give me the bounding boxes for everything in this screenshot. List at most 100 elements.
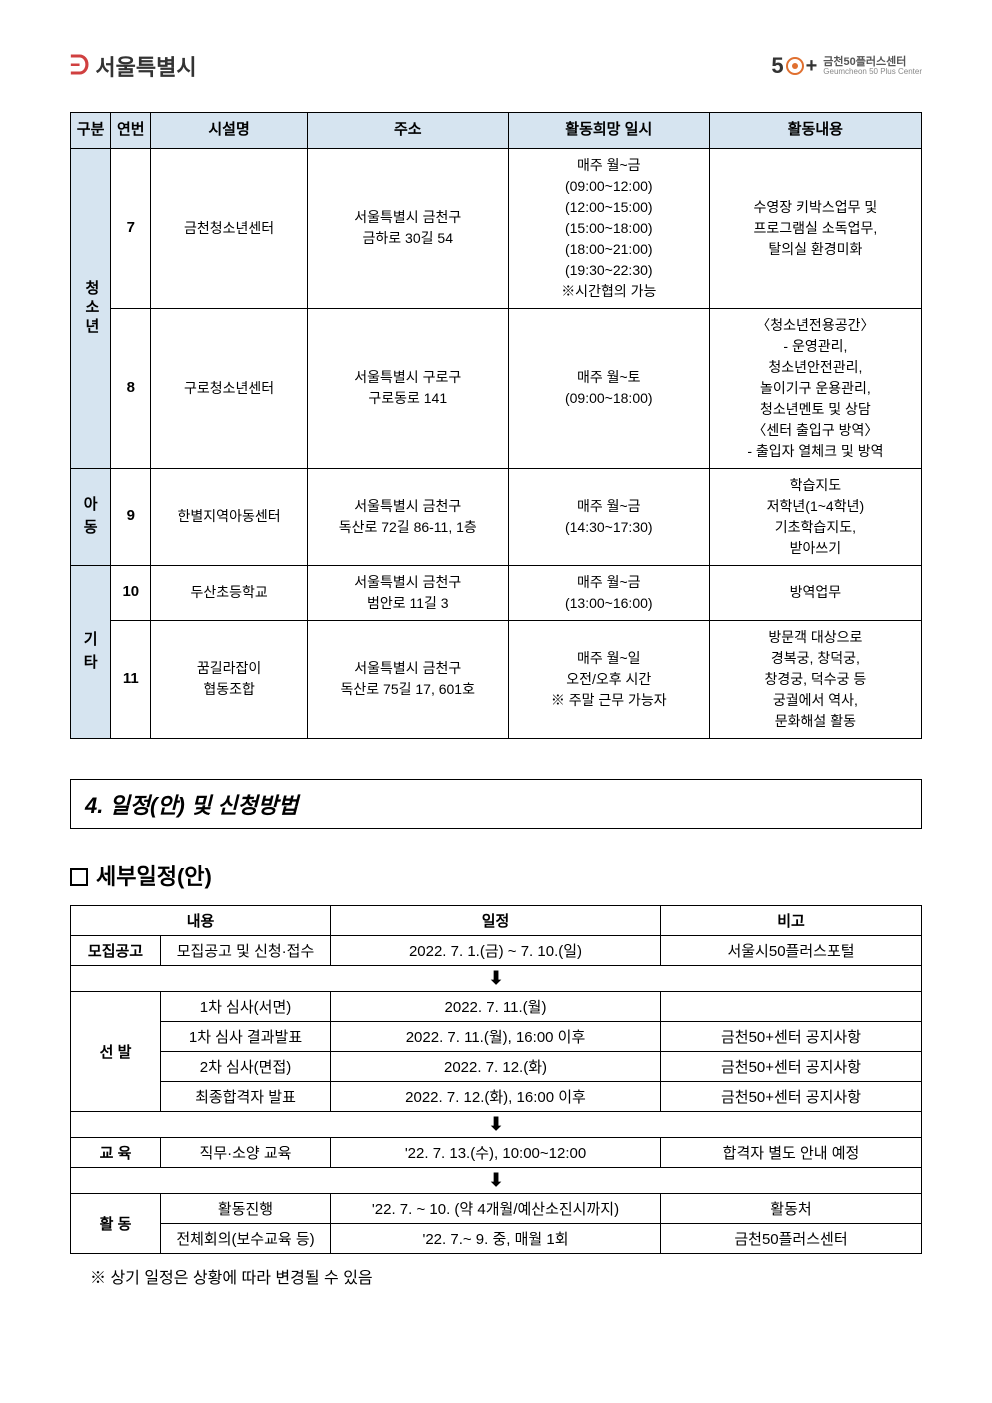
- sched-note-cell: 금천50+센터 공지사항: [661, 1081, 922, 1111]
- arrow-row: ⬇: [71, 965, 922, 991]
- num-cell: 11: [111, 620, 151, 738]
- desc-cell: 방역업무: [709, 565, 921, 620]
- sched-sub-cell: 직무·소양 교육: [161, 1137, 331, 1167]
- desc-cell: 수영장 키박스업무 및프로그램실 소독업무,탈의실 환경미화: [709, 148, 921, 308]
- addr-cell: 서울특별시 구로구구로동로 141: [307, 308, 508, 468]
- th-desc: 활동내용: [709, 113, 921, 149]
- sched-row: 1차 심사 결과발표2022. 7. 11.(월), 16:00 이후금천50+…: [71, 1021, 922, 1051]
- th-category: 구분: [71, 113, 111, 149]
- seoul-logo-text: 서울특별시: [95, 50, 196, 82]
- sched-header-row: 내용 일정 비고: [71, 905, 922, 935]
- sched-note-cell: 금천50+센터 공지사항: [661, 1021, 922, 1051]
- checkbox-icon: [70, 868, 88, 886]
- sched-date-cell: 2022. 7. 12.(화): [331, 1051, 661, 1081]
- sched-cat-cell: 활 동: [71, 1193, 161, 1253]
- down-arrow-icon: ⬇: [488, 1114, 503, 1134]
- table-row: 아동9한별지역아동센터서울특별시 금천구독산로 72길 86-11, 1층매주 …: [71, 468, 922, 565]
- sched-row: 최종합격자 발표2022. 7. 12.(화), 16:00 이후금천50+센터…: [71, 1081, 922, 1111]
- schedule-subtitle-text: 세부일정(안): [96, 864, 212, 889]
- sched-cat-cell: 모집공고: [71, 935, 161, 965]
- sched-note-cell: 활동처: [661, 1193, 922, 1223]
- sched-sub-cell: 최종합격자 발표: [161, 1081, 331, 1111]
- num-cell: 8: [111, 308, 151, 468]
- time-cell: 매주 월~금(13:00~16:00): [508, 565, 709, 620]
- sched-date-cell: 2022. 7. 1.(금) ~ 7. 10.(일): [331, 935, 661, 965]
- table-row: 청소년7금천청소년센터서울특별시 금천구금하로 30길 54매주 월~금(09:…: [71, 148, 922, 308]
- th-num: 연번: [111, 113, 151, 149]
- sched-row: 선 발1차 심사(서면)2022. 7. 11.(월): [71, 991, 922, 1021]
- sched-row: 2차 심사(면접)2022. 7. 12.(화)금천50+센터 공지사항: [71, 1051, 922, 1081]
- section-4-title-box: 4. 일정(안) 및 신청방법: [70, 779, 922, 829]
- desc-cell: 방문객 대상으로경복궁, 창덕궁,창경궁, 덕수궁 등궁궐에서 역사,문화해설 …: [709, 620, 921, 738]
- table-row: 기타10두산초등학교서울특별시 금천구범안로 11길 3매주 월~금(13:00…: [71, 565, 922, 620]
- sched-date-cell: 2022. 7. 11.(월): [331, 991, 661, 1021]
- schedule-footnote: ※ 상기 일정은 상황에 따라 변경될 수 있음: [70, 1264, 922, 1288]
- schedule-subtitle: 세부일정(안): [70, 859, 922, 891]
- sched-row: 교 육직무·소양 교육'22. 7. 13.(수), 10:00~12:00합격…: [71, 1137, 922, 1167]
- sched-note-cell: 합격자 별도 안내 예정: [661, 1137, 922, 1167]
- desc-cell: 〈청소년전용공간〉- 운영관리,청소년안전관리,놀이기구 운용관리,청소년멘토 …: [709, 308, 921, 468]
- name-cell: 두산초등학교: [151, 565, 307, 620]
- sched-note-cell: 서울시50플러스포털: [661, 935, 922, 965]
- section-4-title: 4. 일정(안) 및 신청방법: [85, 793, 298, 818]
- sched-cat-cell: 선 발: [71, 991, 161, 1111]
- facilities-table: 구분 연번 시설명 주소 활동희망 일시 활동내용 청소년7금천청소년센터서울특…: [70, 112, 922, 739]
- sched-date-cell: '22. 7. ~ 10. (약 4개월/예산소진시까지): [331, 1193, 661, 1223]
- down-arrow-icon: ⬇: [488, 1170, 503, 1190]
- sched-row: 모집공고모집공고 및 신청·접수2022. 7. 1.(금) ~ 7. 10.(…: [71, 935, 922, 965]
- seoul-logo: ᕭ 서울특별시: [70, 50, 197, 82]
- addr-cell: 서울특별시 금천구독산로 75길 17, 601호: [307, 620, 508, 738]
- logo-plus: +: [806, 55, 818, 78]
- sched-sub-cell: 1차 심사(서면): [161, 991, 331, 1021]
- logo-five: 5: [771, 53, 783, 79]
- sched-sub-cell: 전체회의(보수교육 등): [161, 1223, 331, 1253]
- num-cell: 7: [111, 148, 151, 308]
- desc-cell: 학습지도저학년(1~4학년)기초학습지도,받아쓰기: [709, 468, 921, 565]
- sched-row: 활 동활동진행'22. 7. ~ 10. (약 4개월/예산소진시까지)활동처: [71, 1193, 922, 1223]
- table-header-row: 구분 연번 시설명 주소 활동희망 일시 활동내용: [71, 113, 922, 149]
- th-time: 활동희망 일시: [508, 113, 709, 149]
- arrow-row: ⬇: [71, 1167, 922, 1193]
- time-cell: 매주 월~토(09:00~18:00): [508, 308, 709, 468]
- sched-date-cell: 2022. 7. 11.(월), 16:00 이후: [331, 1021, 661, 1051]
- time-cell: 매주 월~일오전/오후 시간※ 주말 근무 가능자: [508, 620, 709, 738]
- seoul-logo-icon: ᕭ: [70, 50, 89, 82]
- num-cell: 10: [111, 565, 151, 620]
- center-logo: 5 + 금천50플러스센터 Geumcheon 50 Plus Center: [771, 53, 922, 79]
- sched-th-content: 내용: [71, 905, 331, 935]
- table-row: 11꿈길라잡이협동조합서울특별시 금천구독산로 75길 17, 601호매주 월…: [71, 620, 922, 738]
- logo-circle-icon: [786, 57, 804, 75]
- category-cell: 청소년: [71, 148, 111, 468]
- addr-cell: 서울특별시 금천구범안로 11길 3: [307, 565, 508, 620]
- category-cell: 기타: [71, 565, 111, 738]
- table-row: 8구로청소년센터서울특별시 구로구구로동로 141매주 월~토(09:00~18…: [71, 308, 922, 468]
- sched-sub-cell: 활동진행: [161, 1193, 331, 1223]
- addr-cell: 서울특별시 금천구금하로 30길 54: [307, 148, 508, 308]
- sched-row: 전체회의(보수교육 등)'22. 7.~ 9. 중, 매월 1회금천50플러스센…: [71, 1223, 922, 1253]
- name-cell: 꿈길라잡이협동조합: [151, 620, 307, 738]
- down-arrow-icon: ⬇: [488, 968, 503, 988]
- sched-th-date: 일정: [331, 905, 661, 935]
- addr-cell: 서울특별시 금천구독산로 72길 86-11, 1층: [307, 468, 508, 565]
- time-cell: 매주 월~금(14:30~17:30): [508, 468, 709, 565]
- sched-note-cell: 금천50플러스센터: [661, 1223, 922, 1253]
- th-addr: 주소: [307, 113, 508, 149]
- sched-th-note: 비고: [661, 905, 922, 935]
- name-cell: 한별지역아동센터: [151, 468, 307, 565]
- logo-text: 금천50플러스센터 Geumcheon 50 Plus Center: [823, 56, 922, 77]
- sched-sub-cell: 모집공고 및 신청·접수: [161, 935, 331, 965]
- sched-note-cell: 금천50+센터 공지사항: [661, 1051, 922, 1081]
- logo-en: Geumcheon 50 Plus Center: [823, 68, 922, 77]
- sched-cat-cell: 교 육: [71, 1137, 161, 1167]
- th-name: 시설명: [151, 113, 307, 149]
- num-cell: 9: [111, 468, 151, 565]
- page-header: ᕭ 서울특별시 5 + 금천50플러스센터 Geumcheon 50 Plus …: [70, 50, 922, 82]
- sched-note-cell: [661, 991, 922, 1021]
- name-cell: 금천청소년센터: [151, 148, 307, 308]
- category-cell: 아동: [71, 468, 111, 565]
- arrow-row: ⬇: [71, 1111, 922, 1137]
- sched-date-cell: '22. 7. 13.(수), 10:00~12:00: [331, 1137, 661, 1167]
- sched-sub-cell: 2차 심사(면접): [161, 1051, 331, 1081]
- sched-date-cell: '22. 7.~ 9. 중, 매월 1회: [331, 1223, 661, 1253]
- sched-sub-cell: 1차 심사 결과발표: [161, 1021, 331, 1051]
